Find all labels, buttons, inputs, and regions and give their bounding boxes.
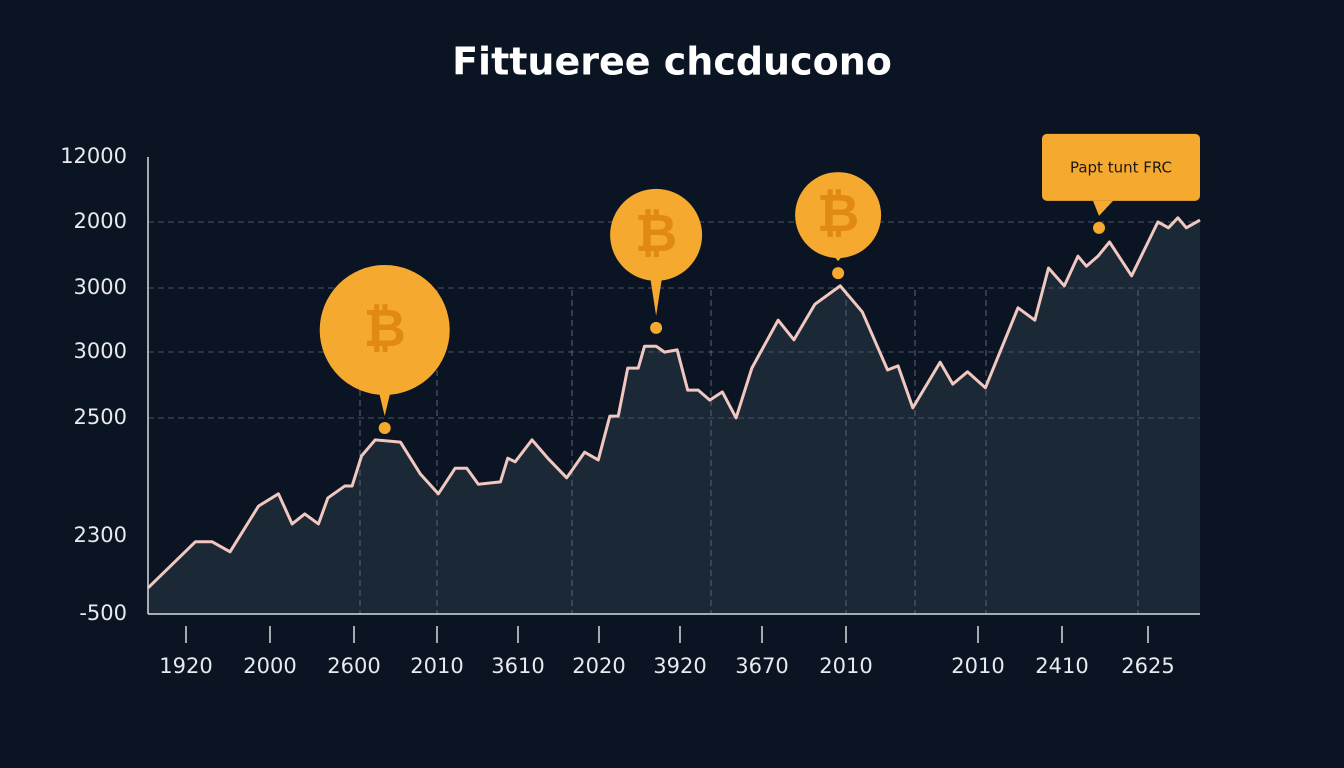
bitcoin-symbol: ₿: [635, 204, 677, 264]
x-tick-label: 3610: [491, 654, 544, 678]
bitcoin-bubble: [795, 172, 882, 259]
chart-title: Fittueree chcducono: [452, 40, 892, 84]
annotation-dot: [650, 321, 663, 334]
x-tick-label: 2000: [243, 654, 296, 678]
annotation-dot: [378, 422, 391, 435]
x-tick-label: 2010: [819, 654, 872, 678]
callout-box: [1042, 133, 1201, 201]
bubble-pointer: [650, 276, 663, 316]
x-tick-label: 3920: [653, 654, 706, 678]
x-tick-label: 2010: [951, 654, 1004, 678]
bitcoin-bubble: [319, 265, 450, 396]
y-tick-label: -500: [79, 601, 127, 625]
y-tick-label: 2000: [74, 209, 127, 233]
y-tick-label: 3000: [74, 275, 127, 299]
x-tick-label: 3670: [735, 654, 788, 678]
annotation-dot: [1093, 221, 1106, 234]
y-tick-label: 12000: [60, 144, 127, 168]
x-tick-label: 2625: [1121, 654, 1174, 678]
x-tick-label: 2010: [410, 654, 463, 678]
callout-label: Papt tunt FRC: [1070, 158, 1172, 176]
y-tick-label: 2500: [74, 405, 127, 429]
x-tick-label: 1920: [159, 654, 212, 678]
callout-pointer: [1093, 200, 1114, 216]
bitcoin-symbol: ₿: [817, 184, 859, 244]
bitcoin-symbol: ₿: [364, 299, 406, 359]
y-tick-label: 2300: [74, 523, 127, 547]
bitcoin-bubble: [610, 188, 703, 281]
bubble-pointer: [378, 391, 391, 417]
area: [148, 217, 1200, 614]
x-tick-label: 2020: [572, 654, 625, 678]
y-tick-label: 3000: [74, 339, 127, 363]
x-tick-label: 2600: [327, 654, 380, 678]
annotation-dot: [832, 267, 845, 280]
line: [146, 216, 1201, 590]
x-tick-label: 2410: [1035, 654, 1088, 678]
